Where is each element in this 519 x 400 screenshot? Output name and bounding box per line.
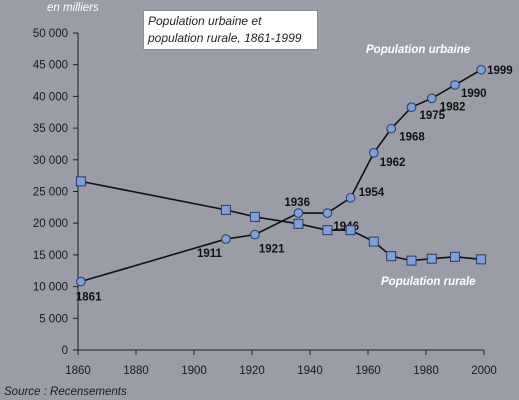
y-tick-label: 45 000 [33, 60, 68, 72]
x-tick-label: 1880 [123, 365, 149, 377]
year-label: 1975 [420, 110, 446, 122]
year-label: 1999 [487, 65, 513, 77]
point-urban [476, 64, 486, 75]
y-tick-label: 0 [62, 345, 68, 357]
point-urban [250, 229, 260, 240]
point-rural [406, 255, 417, 266]
chart-title: Population urbaine et population rurale,… [143, 10, 318, 50]
year-label: 1861 [76, 292, 102, 304]
point-rural [293, 218, 304, 229]
y-tick-label: 20 000 [33, 218, 68, 230]
point-rural [220, 204, 231, 215]
x-tick-label: 1980 [413, 365, 439, 377]
point-rural [249, 211, 260, 222]
year-label: 1990 [461, 88, 487, 100]
x-tick-label: 1920 [239, 365, 265, 377]
point-rural [75, 176, 86, 187]
y-tick-label: 50 000 [33, 28, 68, 40]
y-tick-label: 35 000 [33, 123, 68, 135]
point-rural [426, 253, 437, 264]
y-tick-label: 5 000 [39, 313, 68, 325]
point-urban [369, 148, 379, 158]
point-rural [476, 254, 487, 265]
y-tick-label: 10 000 [33, 282, 68, 294]
point-urban [427, 93, 437, 104]
point-urban [345, 193, 356, 203]
year-label: 1921 [259, 244, 285, 256]
year-label: 1911 [197, 248, 223, 260]
point-rural [368, 236, 379, 247]
y-tick-label: 25 000 [33, 187, 68, 199]
point-urban [221, 234, 231, 244]
year-label: 1968 [399, 132, 425, 144]
y-tick-label: 15 000 [33, 250, 68, 262]
point-urban [293, 208, 304, 218]
point-rural [345, 225, 356, 236]
x-tick-label: 1960 [355, 365, 381, 377]
year-label: 1982 [440, 101, 466, 113]
source-note: Source : Recensements [4, 386, 127, 398]
point-urban [406, 102, 417, 112]
x-tick-label: 1900 [181, 365, 207, 377]
point-rural [322, 225, 333, 236]
point-rural [450, 251, 460, 262]
x-tick-label: 2000 [471, 365, 497, 377]
x-tick-label: 1860 [65, 365, 91, 377]
year-label: 1954 [359, 187, 385, 199]
point-urban [76, 276, 86, 287]
y-unit-label: en milliers [47, 2, 99, 14]
point-urban [386, 123, 397, 134]
x-tick-label: 1940 [297, 365, 323, 377]
year-label: 1936 [284, 197, 310, 209]
series-label-rural: Population rurale [381, 276, 476, 288]
y-tick-label: 30 000 [33, 155, 68, 167]
point-rural [386, 251, 397, 262]
year-label: 1962 [380, 157, 406, 169]
point-urban [450, 80, 460, 90]
point-urban [322, 208, 333, 218]
y-tick-label: 40 000 [33, 91, 68, 103]
series-label-urban: Population urbaine [366, 44, 471, 56]
